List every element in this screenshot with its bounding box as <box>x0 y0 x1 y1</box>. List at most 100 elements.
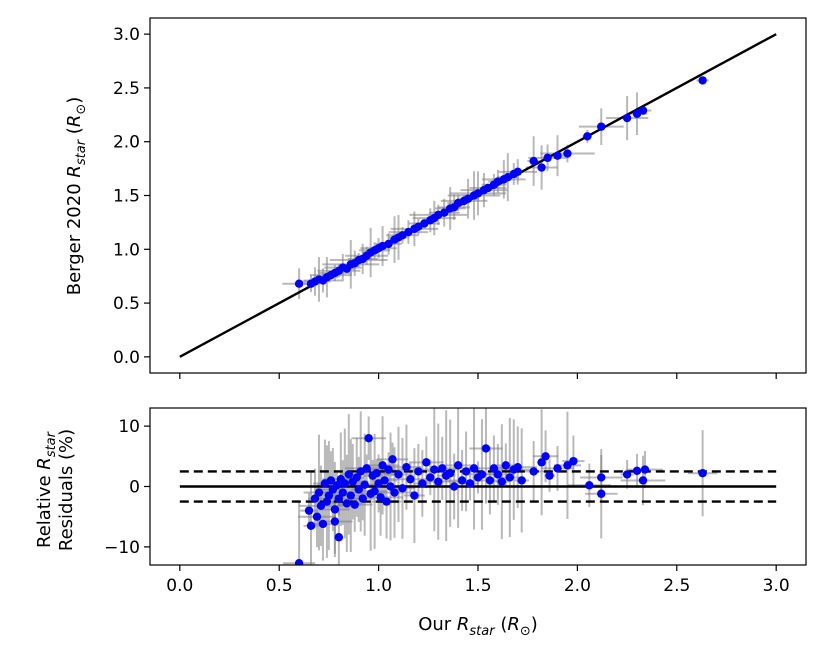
top-y-label-unit-sub: ⊙ <box>74 104 89 115</box>
bottom-data-point <box>493 470 503 479</box>
bottom-x-tick-label: 0.0 <box>166 576 193 596</box>
bottom-data-point <box>312 512 322 521</box>
bottom-data-point <box>380 476 389 485</box>
bottom-x-label-prefix: Our <box>418 614 457 635</box>
bottom-data-point <box>306 521 316 530</box>
top-data-point <box>622 113 632 123</box>
bottom-data-point <box>537 458 546 467</box>
bottom-data-point <box>316 501 326 511</box>
top-y-tick-label: 0.0 <box>113 348 140 368</box>
bottom-data-point <box>597 473 606 482</box>
bottom-x-label-unit: R <box>507 614 520 635</box>
bottom-data-point <box>517 476 526 485</box>
bottom-data-point <box>360 480 369 489</box>
bottom-data-point <box>426 473 435 482</box>
bottom-data-point <box>553 464 562 473</box>
bottom-data-point <box>372 469 381 478</box>
bottom-data-point <box>406 475 415 484</box>
bottom-data-point <box>638 476 648 485</box>
top-data-point <box>440 208 449 217</box>
bottom-data-point <box>334 494 344 503</box>
top-data-point <box>294 279 304 288</box>
bottom-data-point <box>513 462 522 472</box>
top-y-tick-label: 3.0 <box>113 25 140 45</box>
bottom-data-point <box>698 469 707 478</box>
bottom-data-point <box>422 458 431 467</box>
bottom-data-point <box>469 464 479 473</box>
top-data-point <box>537 163 546 172</box>
bottom-x-label-symbol: R <box>457 614 470 635</box>
bottom-data-point <box>640 465 650 474</box>
top-data-point <box>698 76 707 85</box>
bottom-data-point <box>370 487 379 496</box>
top-data-point <box>543 153 552 163</box>
top-y-tick-label: 1.5 <box>113 187 140 207</box>
bottom-y-label-line2: Residuals (%) <box>56 429 77 551</box>
top-points <box>294 76 707 288</box>
bottom-data-point <box>332 481 342 490</box>
top-y-tick-label: 1.0 <box>113 240 140 260</box>
bottom-data-point <box>382 497 391 506</box>
bottom-x-tick-label: 2.5 <box>663 576 690 596</box>
bottom-data-point <box>294 558 304 565</box>
bottom-data-point <box>529 467 538 476</box>
bottom-x-label-sub: star <box>469 624 496 639</box>
top-y-tick-label: 2.0 <box>113 133 140 153</box>
top-data-point <box>553 151 562 160</box>
bottom-y-tick-label: 10 <box>118 417 140 437</box>
bottom-data-point <box>541 452 550 461</box>
bottom-y-tick-label: −10 <box>104 538 140 558</box>
bottom-data-point <box>434 477 443 486</box>
bottom-data-point <box>632 466 642 475</box>
top-data-point <box>513 167 522 177</box>
bottom-data-point <box>449 482 459 491</box>
bottom-data-point <box>430 465 439 474</box>
bottom-data-point <box>334 533 344 542</box>
top-y-label-unit: R <box>64 115 85 128</box>
bottom-data-point <box>362 464 371 473</box>
bottom-data-point <box>358 494 367 503</box>
top-panel: 0.0 0.5 1.0 1.5 2.0 2.5 3.0 Berger 2020 Rstar … <box>64 17 807 379</box>
top-y-label-sub: star <box>74 138 89 165</box>
bottom-errorbars <box>283 408 718 565</box>
bottom-data-point <box>414 467 423 476</box>
bottom-data-point <box>622 470 632 479</box>
bottom-data-point <box>569 456 578 466</box>
top-y-tick-label: 2.5 <box>113 79 140 99</box>
top-data-point <box>563 149 572 158</box>
bottom-data-point <box>597 489 606 498</box>
bottom-data-point <box>481 444 491 453</box>
bottom-data-point <box>324 491 334 500</box>
top-y-label-symbol: R <box>64 165 85 178</box>
bottom-data-point <box>310 494 320 503</box>
bottom-data-point <box>338 488 348 497</box>
bottom-x-tick-label: 3.0 <box>763 576 790 596</box>
bottom-x-tick-label: 1.0 <box>365 576 392 596</box>
bottom-data-point <box>378 461 387 470</box>
bottom-reference-lines <box>179 470 777 503</box>
bottom-x-tick-label: 0.5 <box>266 576 293 596</box>
bottom-data-point <box>388 455 397 464</box>
bottom-points <box>294 433 707 565</box>
bottom-data-point <box>344 470 353 479</box>
top-data-point <box>638 106 648 115</box>
bottom-data-point <box>457 476 467 485</box>
bottom-y-label-symbol: R <box>34 457 55 470</box>
bottom-data-point <box>410 491 419 500</box>
bottom-data-point <box>330 517 340 526</box>
bottom-data-point <box>304 506 314 515</box>
bottom-data-point <box>445 469 455 478</box>
bottom-data-point <box>465 479 475 488</box>
top-data-point <box>529 156 538 166</box>
bottom-data-point <box>314 488 324 497</box>
bottom-data-point <box>461 467 471 476</box>
bottom-y-label-prefix: Relative <box>34 470 55 548</box>
bottom-data-point <box>438 464 447 473</box>
bottom-x-tick-label: 2.0 <box>564 576 591 596</box>
top-y-tick-label: 0.5 <box>113 294 140 314</box>
bottom-data-point <box>376 493 385 502</box>
bottom-data-point <box>394 470 403 479</box>
bottom-y-label-sub: star <box>44 430 59 457</box>
bottom-data-point <box>350 500 359 509</box>
